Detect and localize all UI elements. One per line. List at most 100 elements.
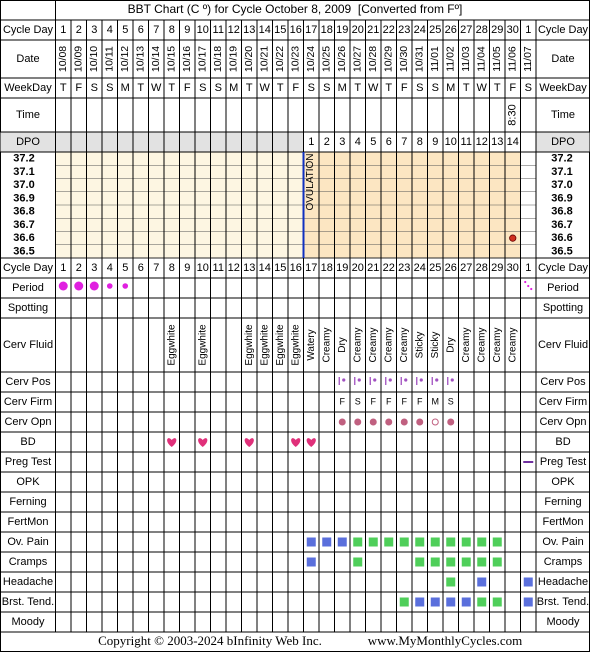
row-label: Time [16, 109, 40, 121]
row-label: Time [551, 109, 575, 121]
cerv-pos-dot [419, 378, 423, 382]
cycle-days: 17 [305, 24, 317, 36]
cerv-pos [447, 377, 454, 385]
row-label: Brst. Tend. [2, 596, 54, 608]
cycle-days: 2 [76, 262, 82, 274]
bd-heart [244, 438, 254, 447]
dates: 11/01 [429, 46, 441, 72]
cerv-fluid: Creamy [461, 327, 472, 362]
cycle-days: 30 [507, 24, 519, 36]
period-speck [530, 287, 533, 291]
y-tick-label: 36.6 [13, 232, 34, 244]
row-label: Date [16, 53, 39, 65]
cycle-days: 12 [228, 24, 240, 36]
weekdays: S [432, 82, 439, 94]
cerv-firm: F [340, 396, 346, 406]
cramps [353, 557, 363, 567]
dates: 11/03 [460, 46, 472, 72]
cramps [492, 557, 502, 567]
weekdays: S [215, 82, 222, 94]
row-label: Ferning [9, 496, 46, 508]
weekdays: M [121, 82, 130, 94]
weekdays: T [246, 82, 253, 94]
cerv-opn [354, 418, 362, 426]
cerv-fluid: Dry [445, 337, 456, 353]
weekdays: W [368, 82, 379, 94]
period-speck [524, 280, 527, 284]
cerv-pos-dot [342, 378, 346, 382]
cerv-opn [369, 418, 377, 426]
dates: 10/22 [274, 46, 286, 72]
cycle-days: 19 [336, 24, 348, 36]
cycle-days: 23 [398, 24, 410, 36]
row-label: Period [12, 282, 44, 294]
cycle-days: 21 [367, 262, 379, 274]
cycle-days: 3 [91, 24, 97, 36]
cerv-fluid: Dry [337, 337, 348, 353]
cerv-pos [385, 377, 392, 385]
row-label: Headache [3, 576, 53, 588]
dpo: 9 [432, 136, 438, 148]
dates: 10/19 [228, 46, 240, 72]
dpo: 2 [324, 136, 330, 148]
cramps [446, 557, 456, 567]
dpo-label-bg [536, 132, 590, 152]
cerv-firm: F [386, 396, 392, 406]
cerv-fluid: Creamy [476, 327, 487, 362]
cerv-opn [400, 418, 408, 426]
cycle-days: 15 [274, 24, 286, 36]
times: 8:30 [507, 104, 519, 125]
row-label: Preg Test [540, 456, 586, 468]
row-label: Cycle Day [3, 262, 54, 274]
dpo: 6 [386, 136, 392, 148]
row-label: FertMon [543, 516, 584, 528]
cerv-pos [338, 377, 346, 385]
dpo: 13 [491, 136, 503, 148]
cycle-days: 1 [525, 24, 531, 36]
ov-pain [446, 537, 456, 547]
weekdays: M [229, 82, 238, 94]
row-label: BD [555, 436, 570, 448]
cerv-fluid: Eggwhite [275, 324, 286, 366]
cerv-fluid: Eggwhite [259, 324, 270, 366]
weekdays: S [416, 82, 423, 94]
weekdays: W [151, 82, 162, 94]
dates: 10/26 [336, 46, 348, 72]
cerv-pos [354, 377, 361, 385]
row-label: Cramps [544, 556, 583, 568]
cerv-fluid: Watery [306, 329, 317, 360]
cycle-days: 26 [445, 24, 457, 36]
ov-pain [368, 537, 378, 547]
y-tick-label: 36.9 [551, 192, 572, 204]
cycle-days: 9 [184, 24, 190, 36]
dates: 10/14 [150, 46, 162, 72]
dates: 11/04 [476, 46, 488, 72]
weekdays: W [260, 82, 271, 94]
row-label: DPO [551, 136, 575, 148]
dates: 10/27 [352, 46, 364, 72]
row-label: Spotting [8, 302, 48, 314]
site: www.MyMonthlyCycles.com [368, 633, 522, 648]
dpo: 7 [401, 136, 407, 148]
cerv-opn [416, 418, 424, 426]
cerv-opn [447, 418, 455, 426]
y-tick-label: 36.5 [551, 245, 572, 257]
dates: 10/11 [104, 46, 116, 72]
weekdays: S [106, 82, 113, 94]
cycle-days: 12 [228, 262, 240, 274]
bd-heart [291, 438, 301, 447]
ov-pain [399, 537, 409, 547]
cerv-pos-dot [404, 378, 408, 382]
dpo: 8 [417, 136, 423, 148]
row-label: Ferning [544, 496, 581, 508]
cycle-days: 16 [290, 24, 302, 36]
dates: 10/29 [383, 46, 395, 72]
cerv-pos-dot [373, 378, 377, 382]
cycle-days: 8 [169, 262, 175, 274]
ov-pain [461, 537, 471, 547]
cycle-days: 22 [383, 24, 395, 36]
row-label: Period [547, 282, 579, 294]
row-label: Headache [538, 576, 588, 588]
cycle-days: 11 [213, 262, 224, 274]
